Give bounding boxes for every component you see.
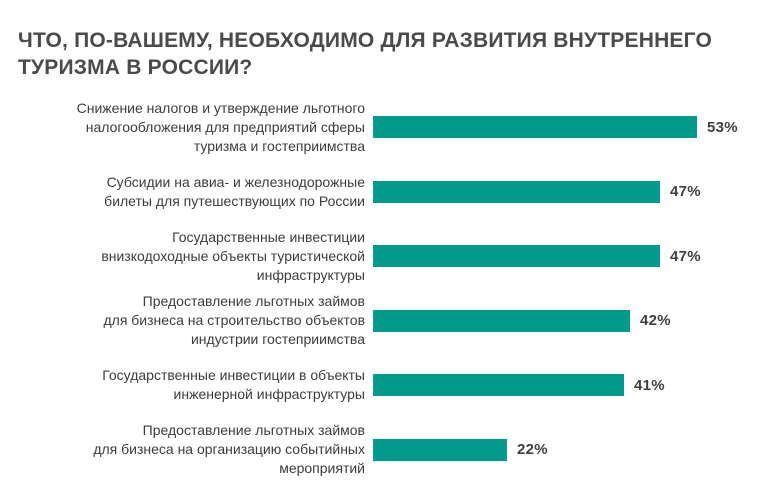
bar — [373, 374, 624, 397]
bar-area: 42% — [373, 309, 671, 332]
chart-row: Предоставление льготных займов для бизне… — [18, 289, 762, 354]
value-label: 22% — [517, 441, 548, 459]
value-label: 47% — [670, 183, 701, 201]
bar — [373, 116, 697, 139]
chart-title-line-1: ЧТО, ПО-ВАШЕМУ, НЕОБХОДИМО ДЛЯ РАЗВИТИЯ … — [18, 29, 713, 52]
category-label: Снижение налогов и утверждение льготного… — [76, 99, 365, 154]
bar-area: 53% — [373, 116, 738, 139]
chart-row: Государственные инвестиции в объекты инж… — [18, 353, 762, 418]
value-label: 53% — [707, 118, 738, 136]
category-label: Предоставление льготных займов для бизне… — [103, 293, 365, 348]
category-label: Предоставление льготных займов для бизне… — [93, 422, 365, 477]
chart-row: Предоставление льготных займов для бизне… — [18, 418, 762, 483]
category-label: Государственные инвестиции в объекты инж… — [102, 367, 365, 403]
bar-area: 22% — [373, 438, 548, 461]
chart-title-line-2: ТУРИЗМА В РОССИИ? — [18, 56, 253, 79]
bar — [373, 245, 660, 268]
bar — [373, 309, 630, 332]
bar-area: 41% — [373, 374, 665, 397]
category-label: Государственные инвестиции внизкодоходны… — [101, 228, 365, 283]
bar-area: 47% — [373, 245, 701, 268]
value-label: 42% — [640, 312, 671, 330]
bar-area: 47% — [373, 180, 701, 203]
chart-title: ЧТО, ПО-ВАШЕМУ, НЕОБХОДИМО ДЛЯ РАЗВИТИЯ … — [18, 27, 738, 81]
chart-rows: Снижение налогов и утверждение льготного… — [18, 95, 762, 482]
value-label: 47% — [670, 247, 701, 265]
bar — [373, 438, 507, 461]
chart-row: Снижение налогов и утверждение льготного… — [18, 95, 762, 160]
category-label: Субсидии на авиа- и железнодорожные биле… — [104, 173, 365, 209]
chart-row: Государственные инвестиции внизкодоходны… — [18, 224, 762, 289]
bar — [373, 180, 660, 203]
value-label: 41% — [634, 376, 665, 394]
chart-row: Субсидии на авиа- и железнодорожные биле… — [18, 160, 762, 225]
